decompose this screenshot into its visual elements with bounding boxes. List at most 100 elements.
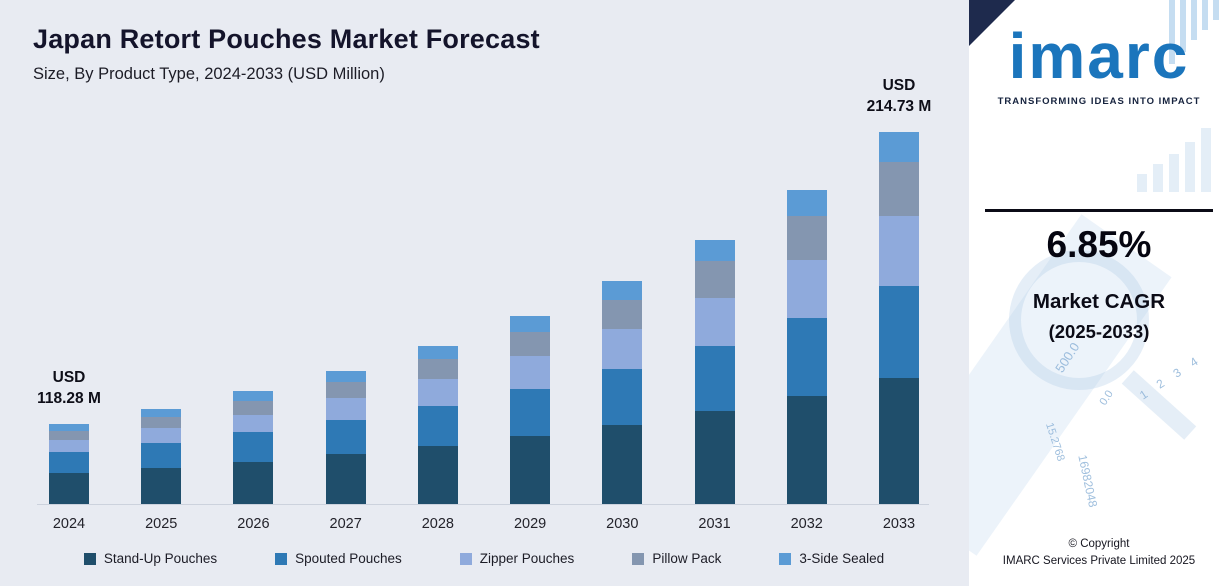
bar-group-2033: 2033 USD 214.73 M — [867, 77, 932, 532]
stacked-bar-2025 — [141, 409, 182, 504]
bar-segment — [417, 379, 458, 406]
bar-segment — [602, 368, 643, 425]
stripe-decoration — [1191, 0, 1197, 40]
mini-bar — [1185, 142, 1195, 192]
stripe-decoration — [1213, 0, 1219, 20]
stacked-bar-2027 — [325, 370, 366, 504]
x-axis-label: 2025 — [145, 516, 178, 532]
stacked-bar-2028 — [417, 345, 458, 504]
bar-segment — [233, 461, 274, 504]
legend-item: Stand-Up Pouches — [83, 551, 218, 566]
imarc-tagline: TRANSFORMING IDEAS INTO IMPACT — [997, 95, 1201, 107]
branding-panel: 500.0 0.0 1 2 3 4 15.2768 16982048 imarc… — [969, 0, 1229, 586]
legend-label: Pillow Pack — [652, 551, 722, 566]
bar-segment — [417, 445, 458, 504]
bar-segment — [694, 411, 735, 504]
bar-segment — [49, 452, 89, 473]
bar-segment — [510, 356, 551, 389]
bar-group-2031: 2031 — [694, 239, 735, 532]
x-axis-label: 2030 — [606, 516, 639, 532]
legend-item: Spouted Pouches — [275, 551, 402, 566]
x-axis-label: 2028 — [421, 516, 455, 532]
cagr-block: 6.85% Market CAGR (2025-2033) — [985, 208, 1213, 343]
bar-segment — [141, 409, 182, 418]
cagr-years: (2025-2033) — [1048, 320, 1150, 342]
corner-ribbon-decoration — [969, 0, 1015, 46]
x-axis-label: 2032 — [790, 516, 823, 532]
bar-segment — [233, 414, 274, 433]
cagr-value: 6.85% — [1046, 223, 1152, 265]
bar-segment — [417, 358, 458, 380]
x-axis-label: 2026 — [237, 516, 270, 532]
bar-segment — [510, 331, 551, 357]
bar-group-2028: 2028 — [417, 345, 458, 532]
mini-bar — [1153, 164, 1163, 192]
copyright: © Copyright IMARC Services Private Limit… — [1003, 536, 1195, 571]
stacked-bar-2026 — [233, 391, 274, 504]
legend-swatch — [779, 552, 792, 565]
bar-segment — [325, 420, 366, 455]
bar-segment — [694, 297, 735, 346]
bar-segment — [694, 239, 735, 262]
branding-content: imarc TRANSFORMING IDEAS INTO IMPACT 6.8… — [969, 0, 1229, 586]
bar-segment — [141, 443, 182, 468]
legend-swatch — [275, 552, 288, 565]
x-axis-label: 2031 — [698, 516, 731, 532]
value-annotation: USD 214.73 M — [866, 77, 932, 116]
legend-item: Zipper Pouches — [459, 551, 575, 566]
bar-segment — [141, 428, 182, 444]
bar-segment — [233, 391, 274, 402]
legend-label: 3-Side Sealed — [799, 551, 885, 566]
bar-segment — [786, 190, 827, 216]
legend-swatch — [83, 552, 96, 565]
bar-segment — [49, 473, 89, 504]
bar-group-2027: 2027 — [325, 370, 366, 532]
legend-swatch — [459, 552, 472, 565]
imarc-logo: imarc TRANSFORMING IDEAS INTO IMPACT — [997, 24, 1201, 107]
bar-segment — [233, 432, 274, 462]
cagr-label: Market CAGR — [1032, 289, 1166, 313]
x-axis-label: 2024 — [52, 516, 86, 532]
stacked-bar-2029 — [510, 316, 551, 504]
x-axis-label: 2027 — [329, 516, 362, 532]
stacked-bar-2033 — [878, 132, 919, 504]
x-axis-label: 2033 — [882, 516, 916, 532]
legend-label: Zipper Pouches — [479, 551, 575, 566]
stripe-decoration — [1169, 0, 1175, 64]
copyright-line2: IMARC Services Private Limited 2025 — [1002, 554, 1196, 567]
legend-item: Pillow Pack — [632, 551, 721, 566]
bar-segment — [49, 424, 89, 431]
bar-segment — [325, 370, 366, 382]
bar-segment — [602, 299, 643, 330]
bar-segment — [786, 318, 827, 396]
x-axis-label: 2029 — [513, 516, 547, 532]
stripe-decoration — [1180, 0, 1186, 52]
mini-bar — [1169, 154, 1179, 192]
stacked-bar-2031 — [694, 239, 735, 504]
bar-segment — [602, 424, 643, 504]
bar-segment — [878, 286, 919, 378]
mini-bar — [1201, 128, 1211, 192]
legend-item: 3-Side Sealed — [779, 551, 884, 566]
bar-segment — [878, 132, 919, 162]
bar-group-2030: 2030 — [602, 281, 643, 532]
bar-segment — [602, 281, 643, 300]
legend-label: Spouted Pouches — [295, 551, 402, 566]
bar-segment — [694, 261, 735, 298]
bar-segment — [141, 417, 182, 429]
stacked-bar-2024 — [49, 424, 89, 504]
bar-segment — [141, 467, 182, 504]
copyright-line1: © Copyright — [1068, 537, 1130, 550]
bar-segment — [510, 316, 551, 332]
legend: Stand-Up Pouches Spouted Pouches Zipper Po… — [33, 551, 935, 566]
bar-segment — [786, 260, 827, 319]
bar-segment — [417, 405, 458, 446]
legend-label: Stand-Up Pouches — [103, 551, 218, 566]
bar-group-2024: 2024 USD 118.28 M — [37, 369, 101, 532]
bar-segment — [786, 395, 827, 504]
plot-area: 2024 USD 118.28 M 2025 2026 2027 2028 2029 2030 2… — [37, 77, 932, 532]
bar-segment — [786, 215, 827, 261]
stripes-decoration — [1169, 0, 1219, 64]
legend-swatch — [632, 552, 645, 565]
